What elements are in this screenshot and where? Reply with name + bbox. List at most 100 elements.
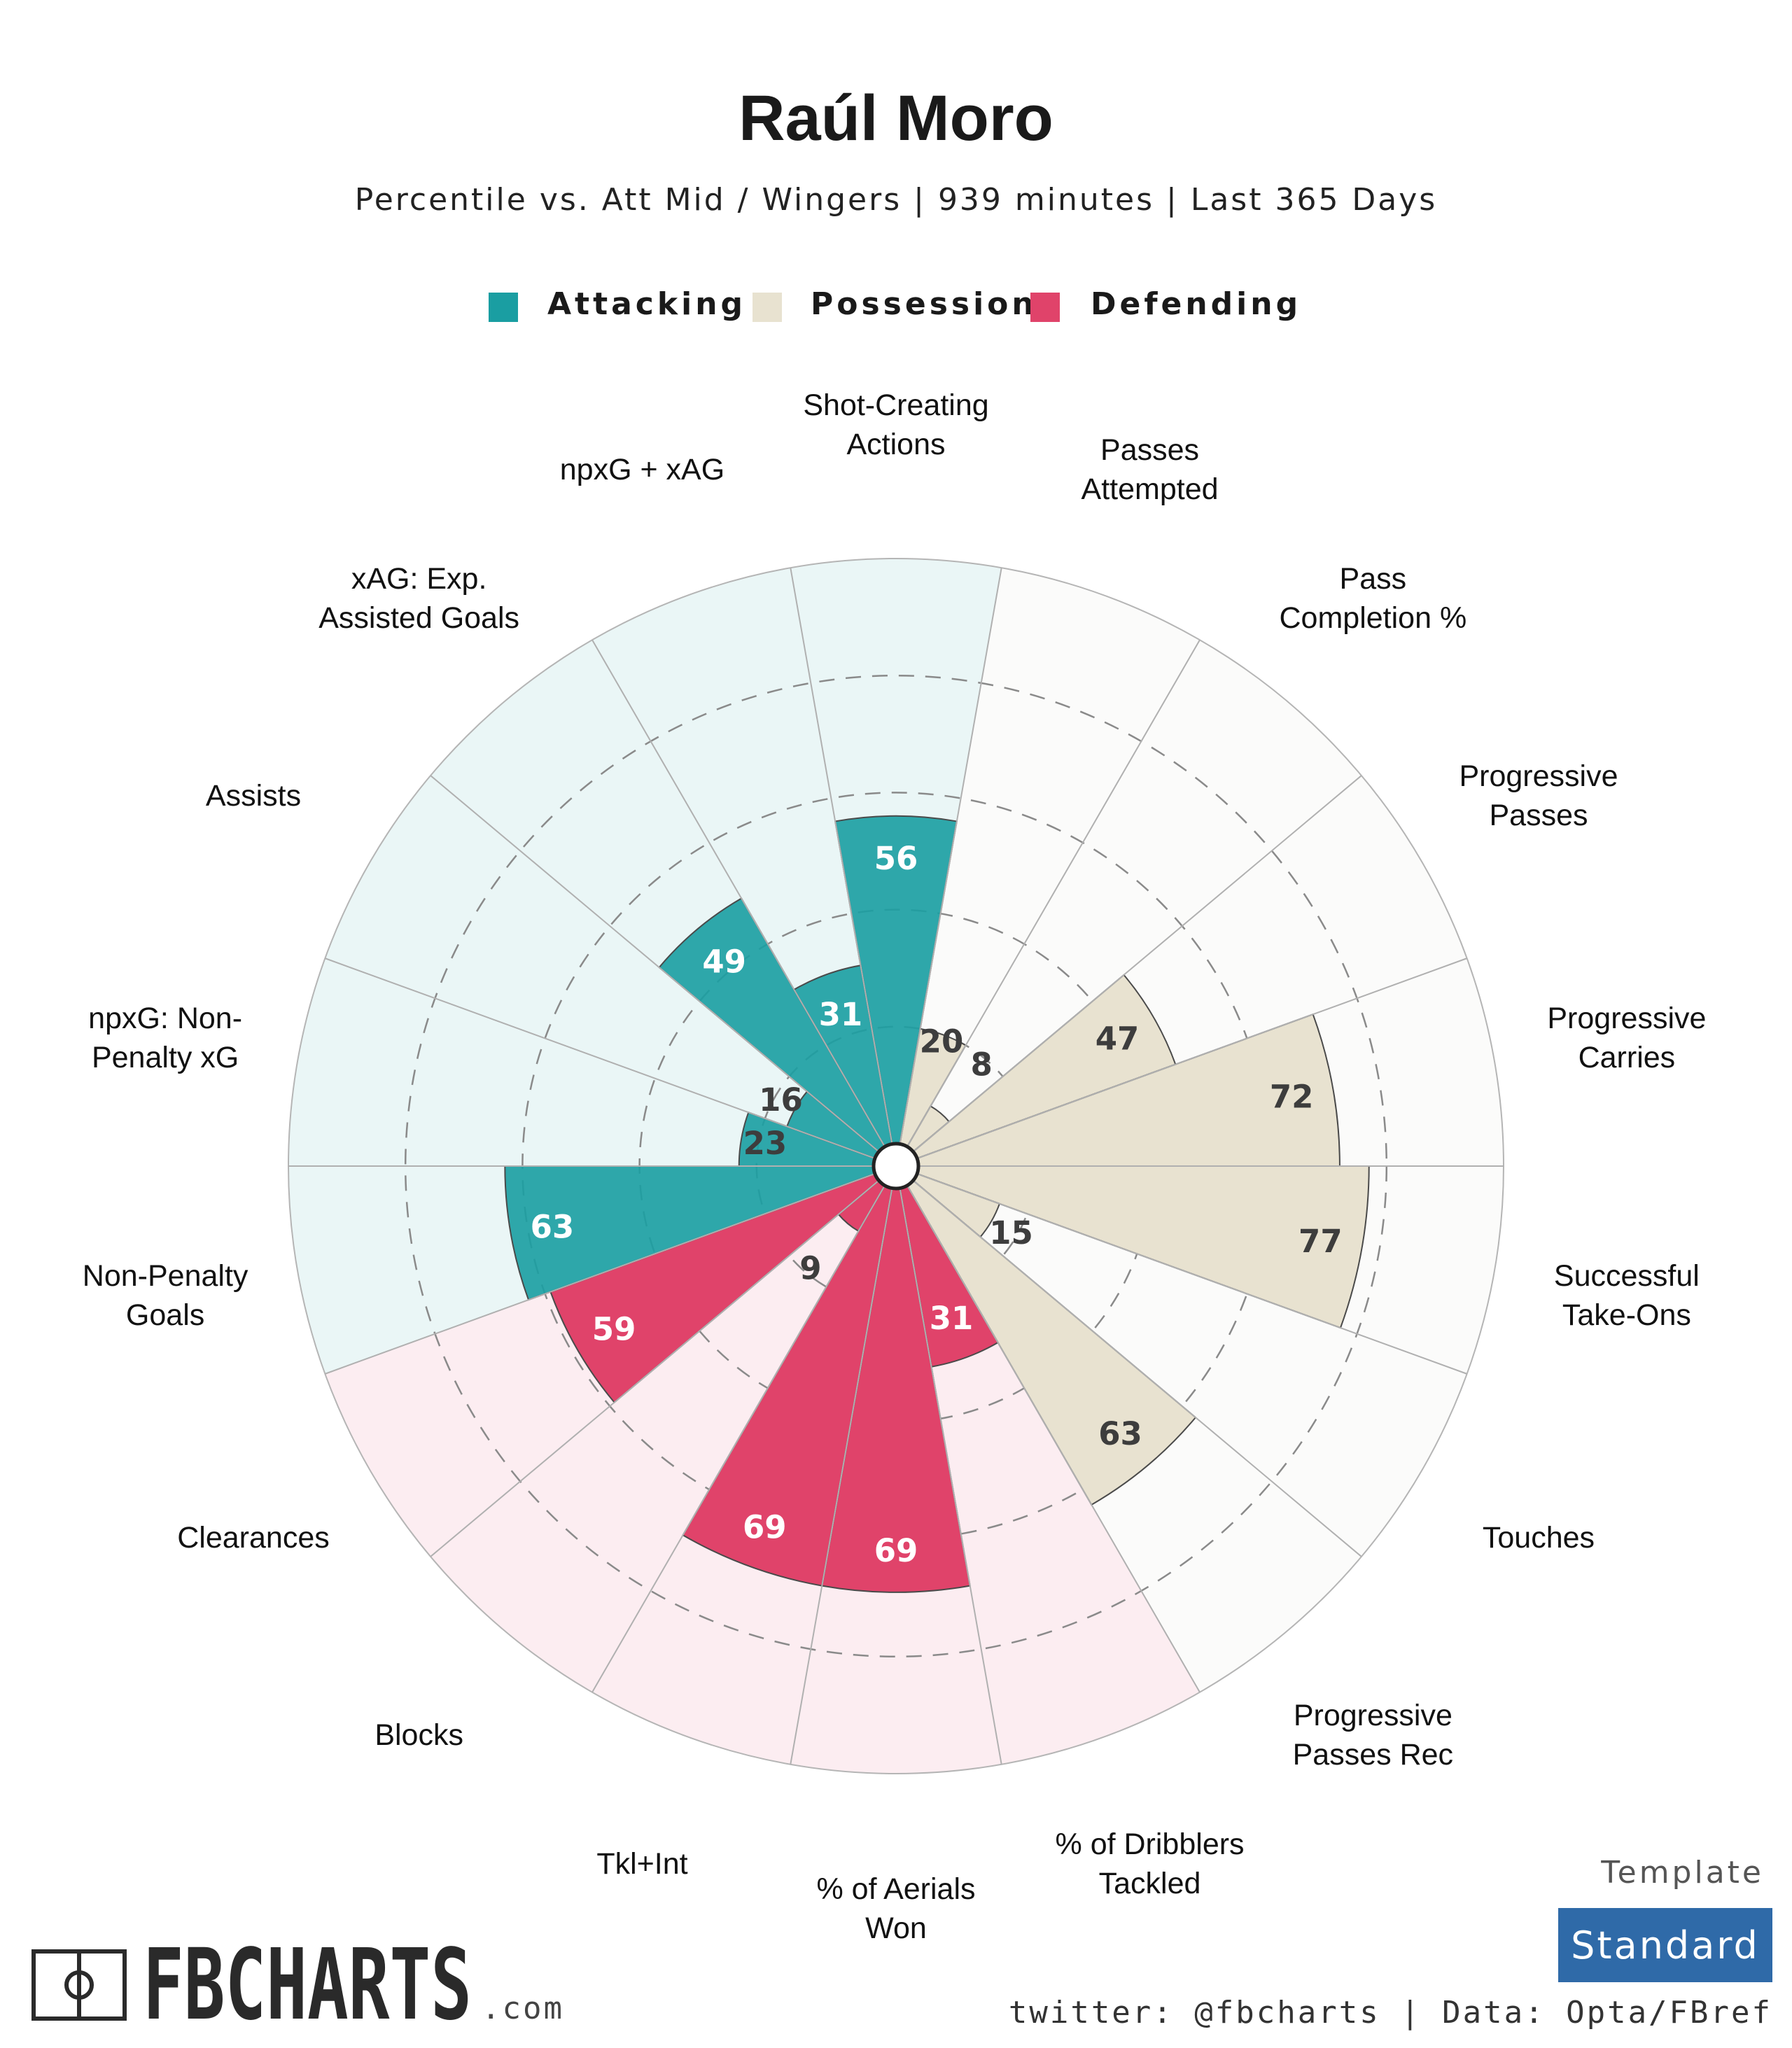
- category-label-0: Shot-Creating Actions: [803, 388, 988, 461]
- value-label-9: 69: [874, 1532, 918, 1569]
- template-label: Template: [1600, 1855, 1764, 1891]
- divider-1: [899, 568, 1002, 1144]
- category-label-14: npxG: Non- Penalty xG: [88, 1002, 242, 1074]
- value-label-5: 77: [1298, 1223, 1343, 1260]
- category-label-line: Progressive: [1294, 1699, 1452, 1732]
- category-label-8: % of Dribblers Tackled: [1056, 1828, 1245, 1900]
- bars: [504, 815, 1370, 1593]
- value-label-16: 49: [702, 944, 746, 981]
- category-label-line: Shot-Creating: [803, 388, 988, 422]
- category-label-5: Successful Take-Ons: [1554, 1259, 1700, 1332]
- divider-15: [325, 958, 876, 1159]
- category-label-line: xAG: Exp.: [351, 562, 487, 596]
- category-label-line: Actions: [846, 428, 945, 461]
- value-label-12: 59: [592, 1311, 636, 1348]
- category-label-line: % of Dribblers: [1056, 1828, 1245, 1861]
- sector-bg-2: [907, 640, 1362, 1152]
- legend-swatch-attacking: [489, 293, 518, 322]
- divider-6: [916, 1173, 1467, 1375]
- category-label-3: Progressive Passes: [1459, 759, 1618, 832]
- category-label-4: Progressive Carries: [1547, 1002, 1706, 1074]
- category-label-line: Successful: [1554, 1259, 1700, 1293]
- template-badge: [1558, 1908, 1772, 1982]
- category-label-line: Tkl+Int: [596, 1847, 687, 1881]
- value-label-4: 72: [1270, 1078, 1314, 1115]
- category-label-10: Tkl+Int: [596, 1847, 687, 1881]
- category-label-line: Progressive: [1547, 1002, 1706, 1035]
- pitch-icon: [31, 1949, 127, 2021]
- legend-swatch-defending: [1030, 293, 1060, 322]
- chart-subtitle: Percentile vs. Att Mid / Wingers | 939 m…: [355, 182, 1437, 218]
- sector-bg-14: [288, 958, 875, 1166]
- chart-title: Raúl Moro: [738, 83, 1054, 154]
- value-label-3: 47: [1096, 1021, 1140, 1058]
- footer-credits: twitter: @fbcharts | Data: Opta/FBref: [1009, 1995, 1772, 2031]
- sector-dividers: [288, 558, 1504, 1774]
- category-label-line: Pass: [1340, 562, 1407, 596]
- value-label-10: 69: [743, 1509, 787, 1546]
- category-label-line: Passes: [1100, 433, 1199, 467]
- category-label-16: xAG: Exp. Assisted Goals: [318, 562, 519, 635]
- legend-swatch-possession: [752, 293, 782, 322]
- category-label-line: Passes Rec: [1293, 1738, 1453, 1772]
- divider-11: [592, 1185, 886, 1693]
- category-label-2: Pass Completion %: [1280, 562, 1467, 635]
- value-label-2: 8: [970, 1046, 992, 1083]
- divider-13: [325, 1173, 876, 1375]
- legend-label-defending: Defending: [1091, 286, 1301, 322]
- category-label-line: Blocks: [374, 1718, 463, 1752]
- divider-10: [790, 1188, 893, 1765]
- divider-17: [592, 639, 886, 1147]
- divider-8: [906, 1185, 1200, 1693]
- category-label-12: Clearances: [177, 1521, 330, 1555]
- category-label-line: Tackled: [1099, 1867, 1201, 1900]
- fbcharts-logo: FBCHARTS .com: [31, 1928, 564, 2042]
- category-label-line: Completion %: [1280, 601, 1467, 635]
- value-label-15: 16: [759, 1081, 803, 1118]
- category-label-line: Touches: [1483, 1521, 1595, 1555]
- value-label-13: 63: [531, 1209, 575, 1246]
- divider-4: [916, 958, 1467, 1159]
- category-label-17: npxG + xAG: [560, 453, 724, 486]
- category-label-line: Take-Ons: [1562, 1298, 1691, 1332]
- logo-suffix: .com: [482, 1991, 564, 2026]
- value-label-8: 31: [930, 1300, 974, 1337]
- category-label-11: Blocks: [374, 1718, 463, 1752]
- divider-0: [790, 568, 893, 1144]
- category-label-13: Non-Penalty Goals: [83, 1259, 248, 1332]
- category-label-line: % of Aerials: [816, 1872, 975, 1906]
- value-label-0: 56: [874, 840, 918, 877]
- category-labels: Shot-Creating Actions Passes Attempted Pass C…: [83, 388, 1707, 1945]
- category-label-line: Attempted: [1082, 472, 1219, 506]
- divider-12: [430, 1179, 880, 1557]
- value-label-11: 9: [799, 1250, 821, 1287]
- category-label-15: Assists: [206, 779, 301, 813]
- legend-label-attacking: Attacking: [547, 286, 746, 322]
- sector-bg-1: [899, 568, 1200, 1147]
- divider-7: [912, 1179, 1362, 1557]
- category-label-line: Goals: [126, 1298, 204, 1332]
- category-label-1: Passes Attempted: [1082, 433, 1219, 506]
- category-label-6: Touches: [1483, 1521, 1595, 1555]
- category-label-line: Passes: [1489, 799, 1588, 832]
- category-label-line: npxG: Non-: [88, 1002, 242, 1035]
- value-label-14: 23: [743, 1125, 788, 1162]
- legend-label-possession: Possession: [811, 286, 1037, 322]
- value-label-6: 15: [989, 1214, 1033, 1251]
- category-label-9: % of Aerials Won: [816, 1872, 975, 1945]
- divider-16: [430, 775, 880, 1153]
- center-hole: [872, 1142, 920, 1191]
- category-label-line: Non-Penalty: [83, 1259, 248, 1293]
- category-label-line: Clearances: [177, 1521, 330, 1555]
- category-label-7: Progressive Passes Rec: [1293, 1699, 1453, 1772]
- category-label-line: Progressive: [1459, 759, 1618, 793]
- sector-bg-6: [913, 1173, 1467, 1557]
- value-label-17: 31: [819, 996, 863, 1033]
- category-label-line: Assists: [206, 779, 301, 813]
- category-label-line: Won: [865, 1912, 927, 1945]
- sector-bg-11: [430, 1180, 885, 1692]
- divider-9: [899, 1188, 1002, 1765]
- sector-bg-15: [325, 776, 879, 1159]
- category-label-line: Assisted Goals: [318, 601, 519, 635]
